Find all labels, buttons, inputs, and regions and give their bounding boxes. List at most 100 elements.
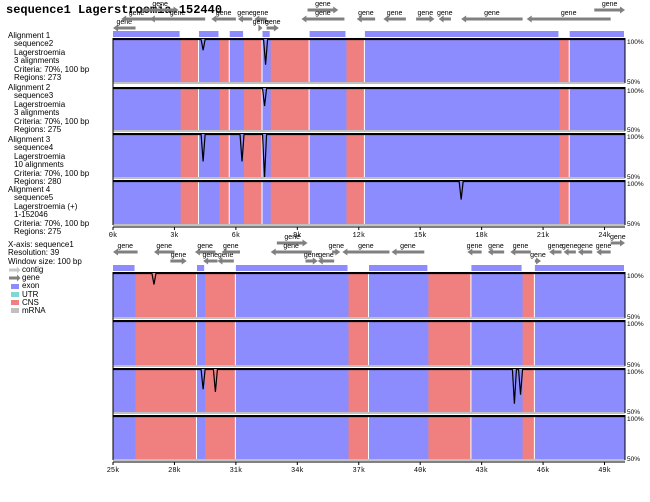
block-gap bbox=[234, 272, 236, 318]
block-gap bbox=[568, 38, 570, 83]
cns-region-5 bbox=[522, 415, 535, 460]
block-gap bbox=[195, 415, 197, 460]
alignment-2-title: Alignment 2 bbox=[8, 83, 51, 92]
gene-label-6: gene bbox=[237, 10, 253, 17]
gene-arrow-21 bbox=[577, 248, 593, 256]
block-gap bbox=[198, 38, 200, 83]
alignment-1-count: 3 alignments bbox=[14, 56, 60, 66]
cns-region-1 bbox=[180, 38, 200, 83]
alignment-3-criteria: Criteria: 70%, 100 bp bbox=[14, 168, 90, 178]
gene-label-13: gene bbox=[387, 10, 403, 17]
block-gap bbox=[470, 368, 472, 413]
block-gap bbox=[195, 368, 197, 413]
gene-label-15: gene bbox=[467, 243, 483, 250]
gene-arrow-3 bbox=[170, 257, 187, 265]
gene-label-2: gene bbox=[156, 243, 172, 250]
gene-arrow-1 bbox=[113, 248, 138, 256]
cns-region-3 bbox=[244, 38, 263, 83]
cns-region-3 bbox=[244, 180, 263, 225]
gene-arrow-14 bbox=[416, 15, 435, 23]
xaxis-info: X-axis: sequence1 Resolution: 39 Window … bbox=[8, 240, 82, 266]
cns-region-4 bbox=[270, 38, 310, 83]
y-tick-top: 100% bbox=[627, 134, 644, 141]
exon-box-3 bbox=[229, 31, 244, 37]
x-tick-label-1: 25k bbox=[107, 467, 120, 475]
gene-label-5: gene bbox=[202, 252, 218, 259]
block-gap bbox=[470, 320, 472, 366]
x-tick-label-4: 9k bbox=[293, 232, 301, 240]
conservation-line bbox=[113, 368, 625, 404]
gene-arrow-23 bbox=[610, 239, 625, 247]
x-tick-label-9: 24k bbox=[598, 232, 611, 240]
cns-region-4 bbox=[428, 368, 472, 413]
block-gap bbox=[198, 133, 200, 178]
gene-arrow-6 bbox=[217, 257, 234, 265]
gene-arrow-9 bbox=[270, 248, 312, 256]
x-tick-label-5: 12k bbox=[352, 232, 365, 240]
legend-label-gene: gene bbox=[22, 273, 40, 283]
exon-box-5 bbox=[309, 31, 346, 37]
cns-region-5 bbox=[346, 180, 365, 225]
gene-arrow-12 bbox=[332, 248, 341, 256]
gene-arrow-2 bbox=[153, 248, 175, 256]
block-gap bbox=[568, 180, 570, 225]
conservation-line bbox=[113, 272, 625, 285]
x-tick-label-6: 40k bbox=[414, 467, 427, 475]
alignment-track-2: 100% 50% bbox=[113, 87, 644, 134]
gene-label-10: gene bbox=[304, 252, 320, 259]
legend-item-utr: UTR bbox=[8, 290, 46, 299]
gene-arrow-3 bbox=[141, 6, 179, 14]
cns-region-1 bbox=[180, 87, 200, 131]
gene-arrow-16 bbox=[461, 15, 523, 23]
y-tick-top: 100% bbox=[627, 369, 644, 376]
gene-label-21: gene bbox=[577, 243, 593, 250]
mrna-swatch bbox=[11, 308, 19, 314]
gene-arrow-7 bbox=[254, 15, 267, 23]
page-title: sequence1 Lagerstroemia 152440 bbox=[6, 3, 223, 17]
gene-arrow-17 bbox=[526, 15, 611, 23]
alignment-2-count: 3 alignments bbox=[14, 108, 60, 118]
cns-region-2 bbox=[205, 415, 236, 460]
x-tick-label-6: 15k bbox=[414, 232, 427, 240]
legend-label-mrna: mRNA bbox=[22, 305, 46, 315]
block-gap bbox=[234, 368, 236, 413]
y-tick-top: 100% bbox=[627, 416, 644, 423]
block-gap bbox=[195, 320, 197, 366]
y-tick-top: 100% bbox=[627, 273, 644, 280]
alignment-3-info: Alignment 3 sequence4 Lagerstroemia 10 a… bbox=[8, 135, 90, 186]
xaxis-sequence: X-axis: sequence1 bbox=[8, 240, 74, 249]
cns-region-5 bbox=[522, 368, 535, 413]
alignment-1-criteria: Criteria: 70%, 100 bp bbox=[14, 64, 90, 74]
xaxis-resolution: Resolution: 39 bbox=[8, 248, 60, 258]
x-axis: 0k 3k 6k 9k 12k 15k 18k 21k 24k bbox=[109, 226, 625, 240]
utr-swatch bbox=[11, 292, 19, 298]
y-tick-top: 100% bbox=[627, 181, 644, 188]
alignment-1-seq: sequence2 bbox=[14, 39, 54, 49]
cns-region-6 bbox=[559, 180, 570, 225]
block-gap bbox=[363, 87, 365, 131]
block-gap bbox=[368, 272, 369, 318]
conservation-line bbox=[113, 180, 625, 200]
gene-label-12: gene bbox=[328, 243, 344, 250]
gene-label-16: gene bbox=[484, 10, 500, 17]
gene-label-23: gene bbox=[610, 234, 626, 241]
alignment-track-3: 100% 50% bbox=[113, 133, 644, 181]
exon-box-6 bbox=[534, 265, 624, 271]
cns-region-4 bbox=[428, 272, 472, 318]
y-tick-top: 100% bbox=[627, 321, 644, 328]
gene-label-1: gene bbox=[116, 19, 132, 26]
block-gap bbox=[308, 38, 310, 83]
cns-region-3 bbox=[348, 272, 369, 318]
cns-region-2 bbox=[205, 368, 236, 413]
alignment-4-range: 1-152046 bbox=[14, 210, 48, 220]
gene-arrow-16 bbox=[487, 248, 505, 256]
exon-box-2 bbox=[196, 265, 205, 271]
cns-region-4 bbox=[270, 133, 310, 178]
block-gap bbox=[568, 133, 570, 178]
gene-label-8: gene bbox=[253, 19, 269, 26]
cns-region-6 bbox=[559, 38, 570, 83]
block-gap bbox=[228, 180, 230, 225]
block-gap bbox=[308, 133, 310, 178]
